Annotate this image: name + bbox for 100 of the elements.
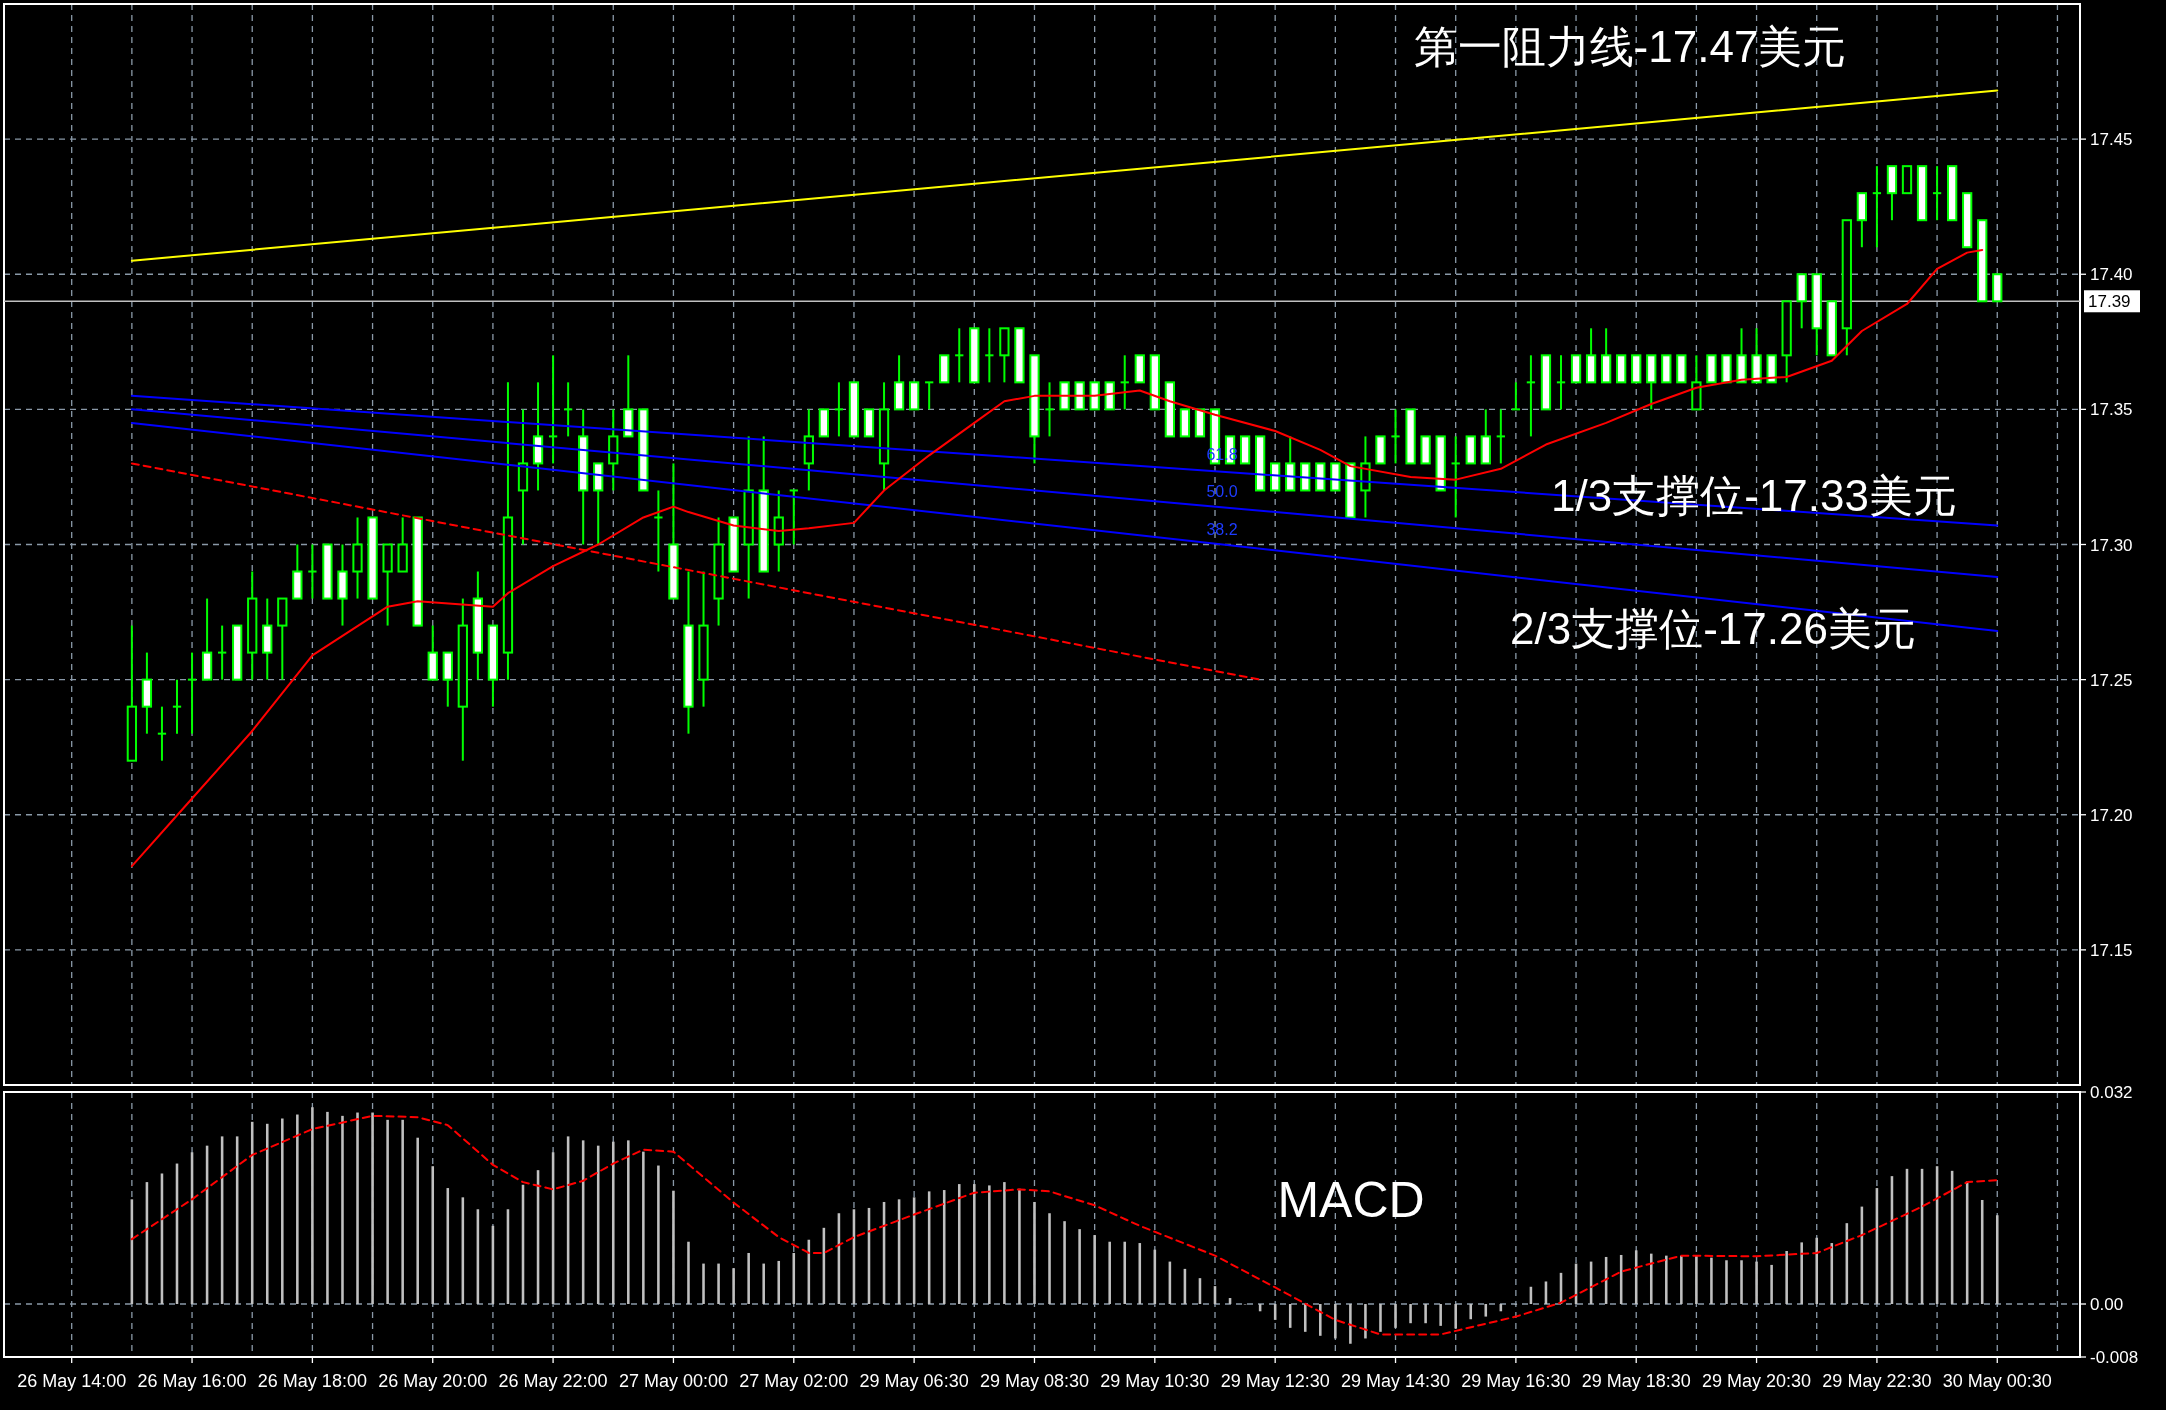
candlestick [156, 705, 168, 762]
candlestick [1555, 354, 1567, 411]
y-tick-label: 17.30 [2090, 535, 2133, 555]
candlestick [547, 354, 559, 465]
bar [732, 1268, 735, 1304]
bar [1409, 1304, 1412, 1324]
candlestick [1931, 165, 1943, 222]
x-tick-label: 26 May 20:00 [378, 1371, 488, 1391]
bar [386, 1119, 389, 1304]
bar [1800, 1242, 1803, 1304]
bar [988, 1185, 991, 1304]
bar [1680, 1255, 1683, 1304]
bar [416, 1137, 419, 1304]
bar [1319, 1304, 1322, 1336]
line-series [130, 1114, 1999, 1336]
x-tick-label: 29 May 20:30 [1702, 1371, 1812, 1391]
x-tick-label: 29 May 14:30 [1340, 1371, 1451, 1391]
bar [1785, 1251, 1788, 1304]
y-tick-label: 17.35 [2090, 400, 2133, 420]
candlestick [653, 489, 664, 573]
x-tick-label: 29 May 22:30 [1822, 1371, 1932, 1391]
bar [702, 1263, 705, 1304]
candlestick [954, 327, 965, 384]
candlestick [1119, 354, 1130, 411]
bar [642, 1151, 645, 1304]
candlestick [562, 381, 574, 438]
candlestick [1510, 381, 1522, 411]
bar [1755, 1261, 1758, 1304]
bar [1770, 1264, 1773, 1304]
bar [401, 1119, 404, 1304]
candlestick [1450, 435, 1461, 519]
x-tick-label: 29 May 18:30 [1581, 1371, 1691, 1391]
bar [1740, 1260, 1743, 1304]
bar [1665, 1255, 1668, 1304]
candlestick [171, 678, 183, 735]
candlestick [1495, 408, 1506, 465]
annotation: 第一阻力线-17.47美元 [1413, 21, 1847, 71]
bar [1649, 1253, 1653, 1304]
x-tick-label: 30 May 00:30 [1942, 1371, 2052, 1391]
bar [1439, 1304, 1442, 1326]
bar [1695, 1255, 1698, 1304]
candlestick [833, 381, 845, 438]
bar [1334, 1304, 1337, 1339]
bar [341, 1115, 344, 1304]
bar [1093, 1235, 1096, 1304]
bar [762, 1263, 765, 1304]
bar [431, 1166, 435, 1304]
bar [1424, 1304, 1427, 1324]
ref-line-label: 17.39 [2088, 292, 2131, 312]
bar [296, 1114, 299, 1304]
bar [1394, 1304, 1397, 1328]
bar [371, 1112, 374, 1304]
candlestick [984, 327, 995, 384]
bar [717, 1263, 720, 1304]
candlestick [924, 381, 935, 411]
x-tick-label: 27 May 02:00 [739, 1371, 849, 1391]
y-tick-label: 17.15 [2090, 940, 2133, 960]
candlestick [788, 489, 799, 546]
candlestick [307, 543, 318, 600]
annotation: 50.0 [1206, 482, 1238, 500]
bar [1815, 1237, 1819, 1304]
bar [1048, 1213, 1051, 1304]
bar [1078, 1229, 1081, 1304]
bar [1063, 1221, 1066, 1304]
x-tick-label: 29 May 16:30 [1461, 1371, 1571, 1391]
x-tick-label: 29 May 12:30 [1220, 1371, 1330, 1391]
candlestick [216, 624, 228, 681]
bar [1108, 1241, 1111, 1304]
bar [1018, 1188, 1021, 1304]
bar [1003, 1182, 1006, 1304]
bar [777, 1260, 781, 1304]
bar [957, 1184, 961, 1304]
x-tick-label: 26 May 14:00 [17, 1371, 127, 1391]
bar [1725, 1260, 1728, 1304]
bar [687, 1241, 690, 1304]
bar [1349, 1304, 1352, 1344]
candlestick [1525, 354, 1537, 438]
bar [1469, 1304, 1473, 1320]
x-tick-label: 26 May 22:00 [498, 1371, 608, 1391]
bar [311, 1107, 314, 1304]
bar [356, 1112, 359, 1304]
x-tick-label: 29 May 08:30 [979, 1371, 1090, 1391]
line-series [130, 248, 1984, 868]
bar [657, 1165, 660, 1304]
x-tick-label: 27 May 00:00 [618, 1371, 728, 1391]
bar [1123, 1241, 1127, 1304]
y-tick-label: 0.00 [2090, 1295, 2124, 1314]
candlestick [1390, 408, 1401, 465]
y-tick-label: 17.20 [2090, 805, 2133, 825]
bar [1379, 1304, 1382, 1332]
bar [1303, 1304, 1307, 1332]
bar [672, 1190, 675, 1304]
y-tick-label: 17.40 [2090, 265, 2133, 285]
bar [1454, 1304, 1457, 1329]
bar [1995, 1215, 1999, 1304]
x-tick-label: 29 May 10:30 [1100, 1371, 1210, 1391]
y-tick-label: 17.45 [2090, 130, 2133, 150]
bar [1033, 1201, 1036, 1304]
bar [326, 1111, 329, 1305]
annotation: 61.8 [1206, 445, 1238, 463]
